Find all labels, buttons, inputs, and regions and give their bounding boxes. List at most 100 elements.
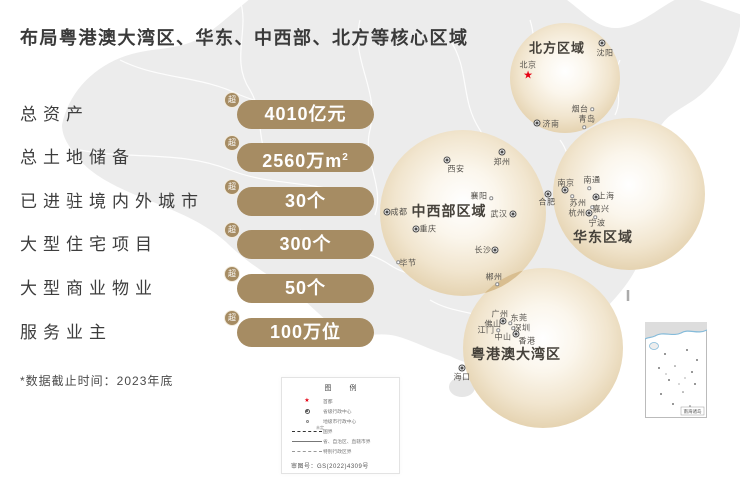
city-label: 毕节 xyxy=(399,258,417,268)
legend-line-row: 未定 国界 xyxy=(291,425,390,436)
city-dot-marker xyxy=(489,196,493,200)
city-dot-marker xyxy=(590,205,594,209)
provincial-capital-marker xyxy=(499,317,507,325)
city-dot-marker xyxy=(582,125,586,129)
stat-row: 服务业主 超 100万位 xyxy=(20,310,380,347)
legend-line-label: 省、自治区、直辖市界 xyxy=(323,438,371,445)
city-label: 上海 xyxy=(597,191,615,201)
stat-value-pill: 30个 xyxy=(237,187,374,216)
city-dot-marker xyxy=(593,215,597,219)
inset-mainland xyxy=(645,322,707,339)
city-label: 烟台 xyxy=(571,104,589,114)
stats-panel: 总资产 超 4010亿元 总土地储备 超 2560万m2 已进驻境内外城市 超 … xyxy=(20,0,380,370)
page-title: 布局粤港澳大湾区、华东、中西部、北方等核心区域 xyxy=(20,28,469,48)
city-label: 江门 xyxy=(477,325,495,335)
city-label: 苏州 xyxy=(569,198,587,208)
city-label: 宁波 xyxy=(588,218,606,228)
city-label: 长沙 xyxy=(474,245,492,255)
provincial-capital-marker xyxy=(412,225,420,233)
city-label: 海口 xyxy=(453,372,471,382)
stat-label: 服务业主 xyxy=(20,323,112,342)
city-dot-marker xyxy=(587,186,591,190)
hainan-island xyxy=(449,377,475,397)
stat-value-pill: 2560万m2 xyxy=(237,143,374,172)
stat-label: 大型住宅项目 xyxy=(20,235,158,254)
stat-row: 大型住宅项目 超 300个 xyxy=(20,222,380,259)
provincial-capital-marker xyxy=(498,148,506,156)
city-dot-marker xyxy=(511,326,515,330)
over-badge: 超 xyxy=(224,179,240,195)
legend-rows: ★ 首都 省级行政中心 地级市行政中心 未定 国界 省、自治区、直辖市界 特别行政区界 xyxy=(291,396,390,456)
city-label: 香港 xyxy=(518,336,536,346)
legend-symbol-row: 省级行政中心 xyxy=(291,406,390,416)
legend-symbol-row: ★ 首都 xyxy=(291,396,390,406)
over-badge: 超 xyxy=(224,92,240,108)
stat-label: 总土地储备 xyxy=(20,148,135,167)
stat-label: 总资产 xyxy=(20,105,89,124)
over-badge: 超 xyxy=(224,135,240,151)
stat-value-pill: 50个 xyxy=(237,274,374,303)
city-dot-marker xyxy=(495,282,499,286)
dashed-line-sample: 未定 xyxy=(292,425,324,432)
region-label-north: 北方区域 xyxy=(528,40,586,56)
city-label: 嘉兴 xyxy=(592,204,610,214)
legend-line-note: 未定 xyxy=(316,424,324,430)
city-dot-marker xyxy=(570,194,574,198)
dashdot-line-sample xyxy=(292,450,322,452)
city-label: 西安 xyxy=(447,164,465,174)
city-label: 合肥 xyxy=(538,197,556,207)
stat-row: 大型商业物业 超 50个 xyxy=(20,266,380,303)
city-label: 北京 xyxy=(519,60,537,70)
city-label: 东莞 xyxy=(510,313,528,323)
stat-value: 4010亿元 xyxy=(264,104,347,124)
stat-value: 300个 xyxy=(279,234,332,254)
map-legend: 图 例 ★ 首都 省级行政中心 地级市行政中心 未定 国界 省、自治区、直辖市界 特别行政区界… xyxy=(281,377,400,474)
city-label: 成都 xyxy=(390,207,408,217)
legend-symbol-label: 地级市行政中心 xyxy=(323,418,357,425)
provincial-capital-marker xyxy=(509,210,517,218)
city-label: 襄阳 xyxy=(470,191,488,201)
provincial-capital-marker xyxy=(383,208,391,216)
city-label: 中山 xyxy=(494,332,512,342)
city-dot-marker xyxy=(590,107,594,111)
legend-line-icon xyxy=(291,440,323,442)
over-badge: 超 xyxy=(224,266,240,282)
provincial-capital-marker xyxy=(585,209,593,217)
city-label: 重庆 xyxy=(419,224,437,234)
inset-hainan xyxy=(649,342,659,350)
provincial-capital-marker xyxy=(544,190,552,198)
inset-coastline xyxy=(645,329,707,340)
city-dot-marker xyxy=(396,260,400,264)
dot-legend-icon xyxy=(291,419,323,423)
capital-star-marker: ★ xyxy=(523,69,533,82)
stat-row: 总土地储备 超 2560万m2 xyxy=(20,135,380,172)
stat-row: 已进驻境内外城市 超 30个 xyxy=(20,179,380,216)
data-footnote: *数据截止时间：2023年底 xyxy=(20,374,174,388)
region-label-greater-bay-area: 粤港澳大湾区 xyxy=(471,346,561,362)
stat-row: 总资产 超 4010亿元 xyxy=(20,92,380,129)
stat-value: 100万位 xyxy=(269,322,342,342)
provincial-capital-marker xyxy=(598,39,606,47)
stat-label: 大型商业物业 xyxy=(20,279,158,298)
stat-value: 2560万m xyxy=(262,151,343,171)
region-circle-east-china xyxy=(553,118,705,270)
legend-line-row: 省、自治区、直辖市界 xyxy=(291,436,390,446)
provincial-capital-marker xyxy=(533,119,541,127)
stat-value: 50个 xyxy=(284,278,327,298)
solid-line-sample xyxy=(292,440,322,442)
south-china-sea-inset: 南海诸岛 xyxy=(645,322,707,418)
provincial-capital-marker xyxy=(561,186,569,194)
stat-value: 30个 xyxy=(284,191,327,211)
city-dot-marker xyxy=(508,321,512,325)
city-label: 济南 xyxy=(542,119,560,129)
stat-value-pill: 4010亿元 xyxy=(237,100,374,129)
city-label: 深圳 xyxy=(513,323,531,333)
legend-approval-number: 审图号：GS(2022)4309号 xyxy=(291,464,369,470)
city-label: 佛山 xyxy=(484,319,502,329)
region-label-east-china: 华东区域 xyxy=(573,229,633,245)
provincial-capital-marker xyxy=(592,193,600,201)
city-label: 沈阳 xyxy=(596,48,614,58)
city-label: 南通 xyxy=(583,175,601,185)
inset-islands xyxy=(658,349,698,407)
stat-value-pill: 300个 xyxy=(237,230,374,259)
